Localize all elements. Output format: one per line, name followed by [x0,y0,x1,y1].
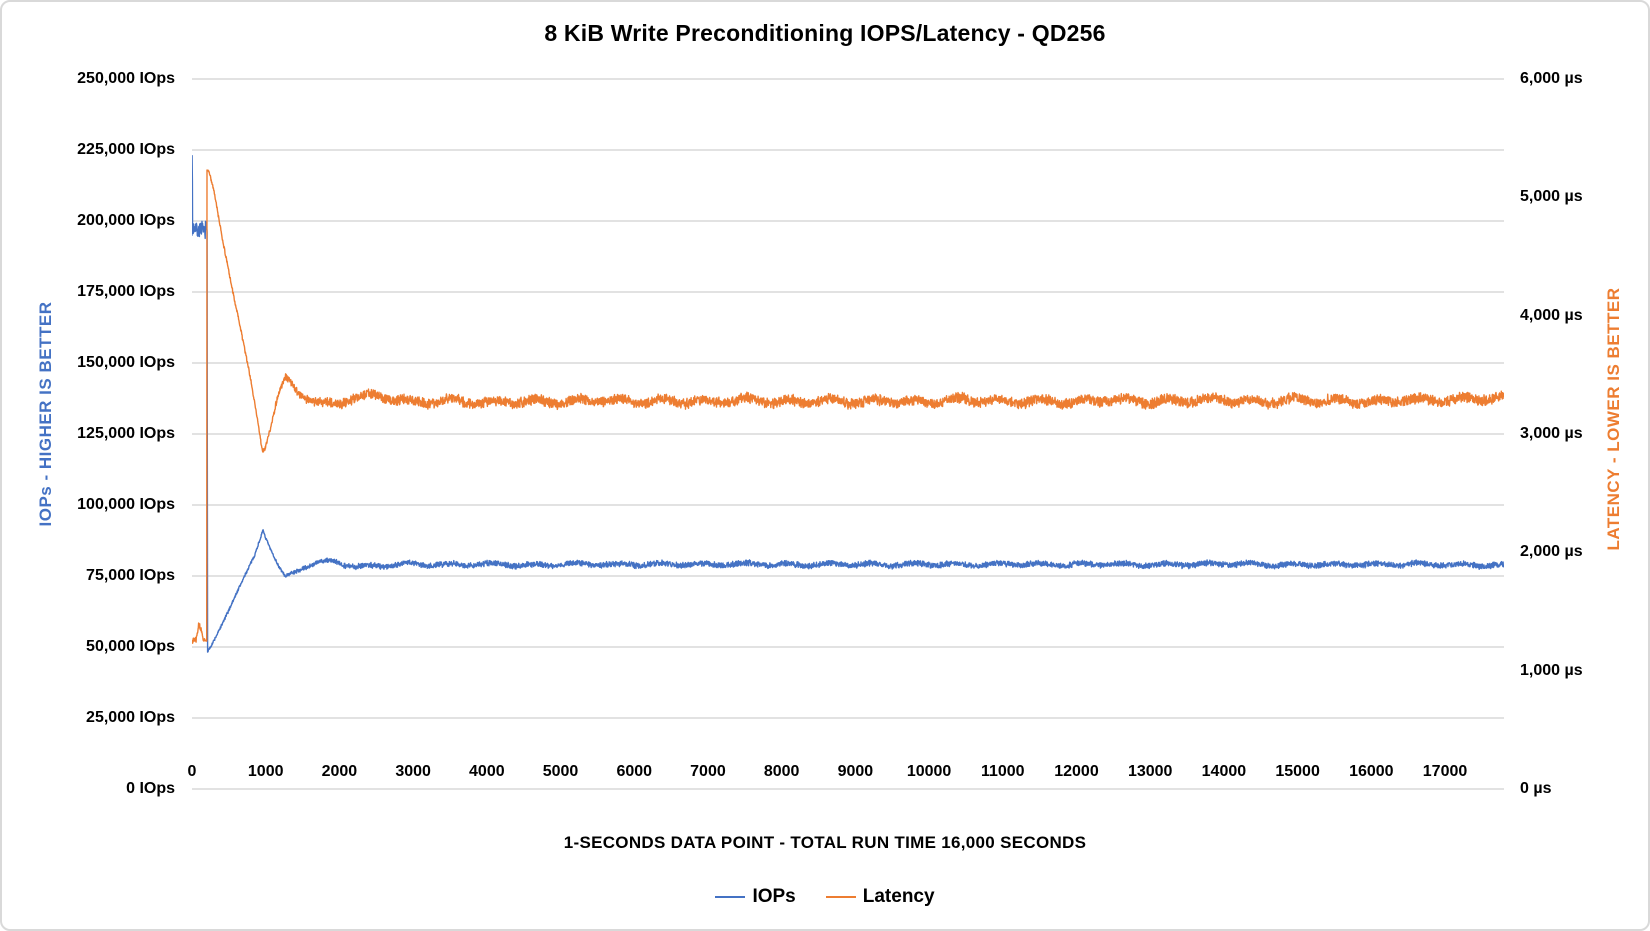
x-axis-tick: 17000 [1422,763,1468,780]
left-axis-tick: 50,000 IOps [86,638,175,655]
x-axis-tick: 11000 [980,763,1025,780]
right-axis-tick: 4,000 µs [1520,306,1583,324]
x-axis-tick: 12000 [1054,763,1099,780]
left-axis-tick: 200,000 IOps [77,212,175,229]
x-axis-tick: 15000 [1275,763,1320,780]
x-axis-tick: 2000 [321,763,358,780]
x-axis-tick: 1000 [247,763,284,780]
left-axis-tick: 225,000 IOps [77,141,175,158]
x-axis-tick: 8000 [763,763,800,780]
left-axis-tick: 25,000 IOps [86,709,175,726]
legend-label: IOPs [752,886,796,907]
x-axis-tick: 7000 [690,763,726,780]
left-axis-tick: 125,000 IOps [77,425,175,442]
x-axis-tick: 3000 [395,763,431,780]
chart-title: 8 KiB Write Preconditioning IOPS/Latency… [544,20,1106,46]
left-axis-tick: 150,000 IOps [77,354,175,371]
iops-line [192,154,1504,653]
x-axis-tick: 14000 [1201,763,1247,780]
x-axis-tick: 9000 [837,763,874,780]
legend-line-swatch [715,895,746,899]
x-axis-tick: 16000 [1349,763,1394,780]
legend-line-swatch [825,895,856,899]
right-axis-tick: 0 µs [1520,780,1552,797]
left-axis-tick: 75,000 IOps [86,567,175,584]
x-axis-tick: 6000 [616,763,653,780]
left-axis-tick: 250,000 IOps [77,70,175,87]
x-axis-title: 1-SECONDS DATA POINT - TOTAL RUN TIME 16… [563,833,1087,852]
x-axis-tick: 4000 [469,763,505,780]
latency-line [192,169,1504,644]
left-axis-tick: 100,000 IOps [77,496,175,513]
right-axis-tick: 2,000 µs [1520,543,1583,561]
legend-item-latency: Latency [825,886,935,908]
x-axis-tick: 13000 [1127,763,1173,780]
right-axis-tick: 3,000 µs [1520,425,1583,442]
left-axis-tick: 0 IOps [126,780,175,797]
legend-label: Latency [862,886,935,907]
right-axis-tick: 1,000 µs [1520,661,1583,679]
x-axis-tick: 5000 [542,763,579,780]
x-axis-tick: 0 [187,763,197,780]
legend-item-iops: IOPs [715,886,796,908]
left-axis-tick: 175,000 IOps [77,283,175,300]
right-axis-tick: 5,000 µs [1520,188,1583,206]
x-axis-tick: 10000 [906,763,952,780]
legend: IOPs Latency [2,886,1648,908]
right-axis-tick: 6,000 µs [1520,70,1583,87]
